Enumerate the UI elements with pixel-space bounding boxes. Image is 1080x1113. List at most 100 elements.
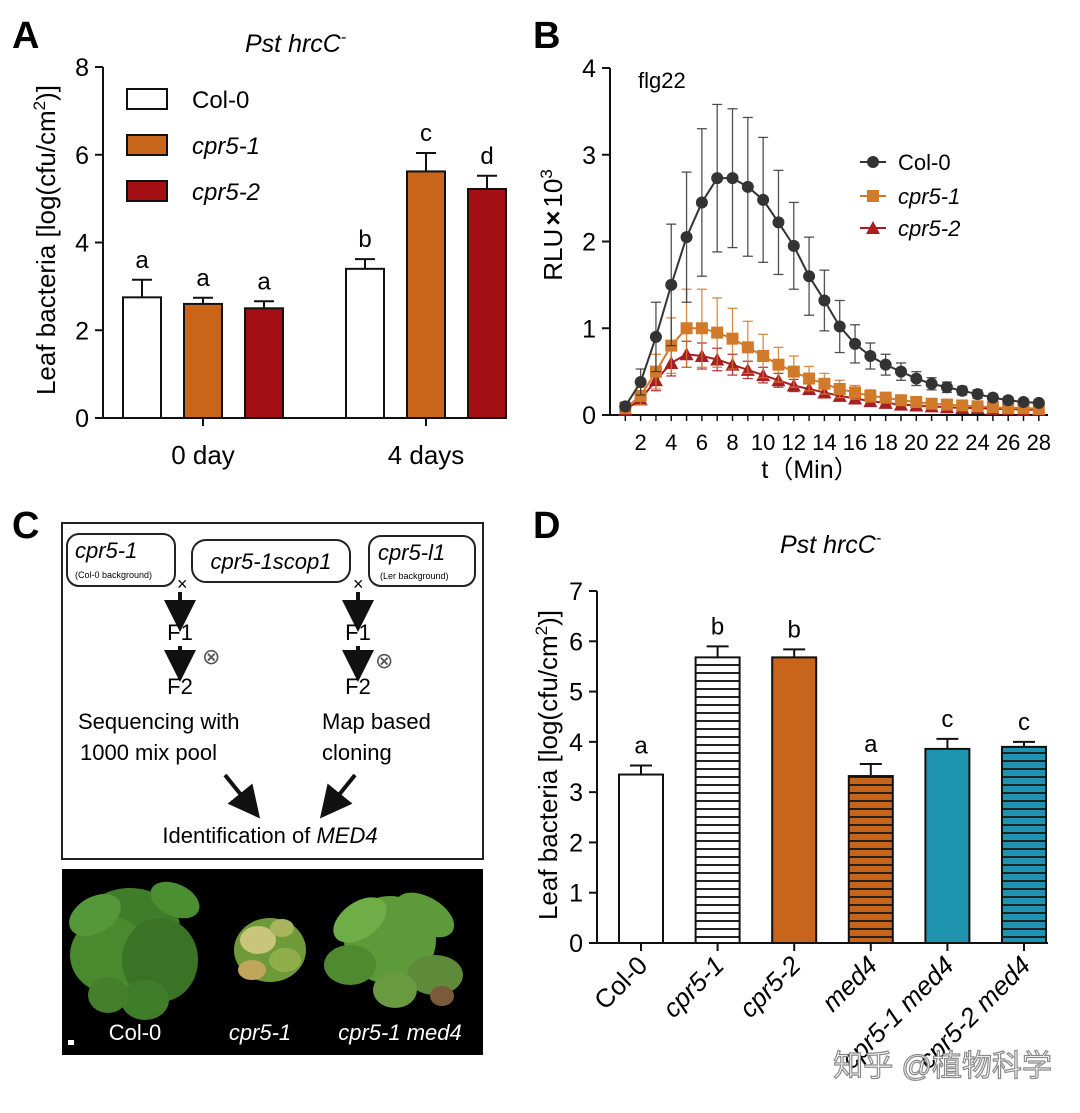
b-point-col0 [680, 231, 693, 244]
b-series-line-square [624, 327, 1039, 410]
b-xtick-label: 2 [635, 430, 647, 455]
b-point-cpr51 [695, 322, 708, 335]
b-point-col0 [1032, 396, 1045, 409]
arrow-converge-left [223, 773, 261, 819]
a-ytick-label: 4 [75, 230, 89, 258]
d-sig-letter: a [634, 732, 648, 759]
d-xtick-label: cpr5-1 [657, 950, 730, 1023]
d-ytick-label: 7 [569, 578, 583, 606]
b-point-cpr51 [849, 386, 862, 399]
b-xtick-label: 22 [935, 430, 959, 455]
panel-d-letter: D [533, 505, 560, 547]
b-point-col0 [649, 330, 662, 343]
d-ytick-label: 3 [569, 779, 583, 807]
d-bar-2 [771, 656, 818, 944]
box-cpr51-note: (Col-0 background) [75, 570, 152, 580]
plant-col0 [69, 881, 200, 1020]
b-xtick-label: 14 [812, 430, 836, 455]
b-point-cpr51 [803, 372, 816, 385]
b-point-col0 [971, 388, 984, 401]
box-cpr51-label: cpr5-1 [75, 538, 137, 563]
box-cpr51 [66, 533, 176, 587]
legend-swatch-cpr52 [126, 180, 168, 202]
b-point-cpr51 [894, 394, 907, 407]
b-point-cpr51 [757, 350, 770, 363]
b-point-col0 [1017, 395, 1030, 408]
b-point-cpr51 [833, 382, 846, 395]
b-point-cpr51 [741, 341, 754, 354]
b-point-cpr51 [787, 365, 800, 378]
b-ytick-label: 0 [582, 402, 596, 430]
b-xtick-label: 18 [873, 430, 897, 455]
b-ytick-label: 1 [582, 315, 596, 343]
b-point-col0 [894, 365, 907, 378]
box-l1 [368, 535, 476, 587]
b-point-col0 [910, 372, 923, 385]
panel-b-legend: Col-0 cpr5-1 cpr5-2 [860, 150, 960, 241]
d-bar-0 [618, 773, 664, 944]
d-bar-4 [924, 747, 971, 945]
a-bar-1-0 [345, 267, 385, 420]
legend-label-cpr51: cpr5-1 [192, 133, 260, 160]
panel-b-title: flg22 [638, 68, 686, 93]
a-sig-letter: b [358, 226, 371, 253]
b-point-col0 [619, 400, 632, 413]
panel-c-letter: C [12, 505, 39, 547]
panel-b-xlabel: t（Min） [761, 456, 858, 484]
b-xtick-label: 26 [996, 430, 1020, 455]
a-bar-0-2 [244, 307, 284, 419]
b-series-line-triangle [624, 353, 1039, 411]
d-sig-letter: b [788, 616, 801, 643]
d-bar-3 [847, 775, 894, 945]
legend-label-b-cpr52: cpr5-2 [898, 216, 960, 241]
box-scop [191, 539, 351, 583]
d-xtick-label: Col-0 [588, 950, 653, 1015]
b-series-line-circle [624, 177, 1039, 407]
b-point-col0 [772, 216, 785, 229]
b-point-col0 [986, 391, 999, 404]
b-point-cpr51 [864, 389, 877, 402]
box-l1-label: cpr5-l1 [378, 540, 445, 565]
self-symbol-left: ⊗ [202, 644, 220, 669]
legend-label-b-col0: Col-0 [898, 150, 951, 175]
b-xtick-label: 12 [782, 430, 806, 455]
b-xtick-label: 24 [965, 430, 989, 455]
b-point-col0 [634, 376, 647, 389]
a-ytick-label: 0 [75, 405, 89, 433]
b-point-col0 [787, 239, 800, 252]
photo-label-cpr51-med4: cpr5-1 med4 [338, 1020, 462, 1045]
panel-d-title: Pst hrcC- [780, 530, 881, 559]
b-point-cpr51 [986, 401, 999, 414]
b-point-cpr51 [680, 322, 693, 335]
b-point-col0 [803, 270, 816, 283]
panel-a-title: Pst hrcC- [245, 29, 346, 58]
box-scop-label: cpr5-1scop1 [210, 549, 331, 574]
legend-marker-cpr51 [867, 190, 879, 202]
d-sig-letter: a [864, 731, 878, 758]
b-xtick-label: 8 [726, 430, 738, 455]
a-sig-letter: a [196, 265, 210, 292]
photo-label-cpr51: cpr5-1 [229, 1020, 291, 1045]
b-ytick-label: 3 [582, 142, 596, 170]
left-method-line1: Sequencing with [78, 709, 239, 734]
panel-b-ylabel: RLU×103 [537, 169, 568, 281]
b-xtick-label: 28 [1027, 430, 1051, 455]
d-bar-1 [694, 656, 741, 944]
b-ytick-label: 2 [582, 229, 596, 257]
b-point-col0 [695, 196, 708, 209]
box-l1-note: (Ler background) [380, 571, 449, 581]
d-ytick-label: 1 [569, 880, 583, 908]
a-ytick-label: 2 [75, 317, 89, 345]
b-point-col0 [864, 350, 877, 363]
b-point-cpr51 [726, 332, 739, 345]
panel-a-legend: Col-0 cpr5-1 cpr5-2 [126, 87, 260, 206]
b-point-cpr51 [634, 389, 647, 402]
legend-label-col0: Col-0 [192, 87, 249, 114]
b-point-cpr51 [711, 326, 724, 339]
b-point-cpr51 [925, 397, 938, 410]
a-bar-1-1 [406, 170, 446, 419]
b-point-col0 [833, 320, 846, 333]
a-ytick-label: 6 [75, 142, 89, 170]
